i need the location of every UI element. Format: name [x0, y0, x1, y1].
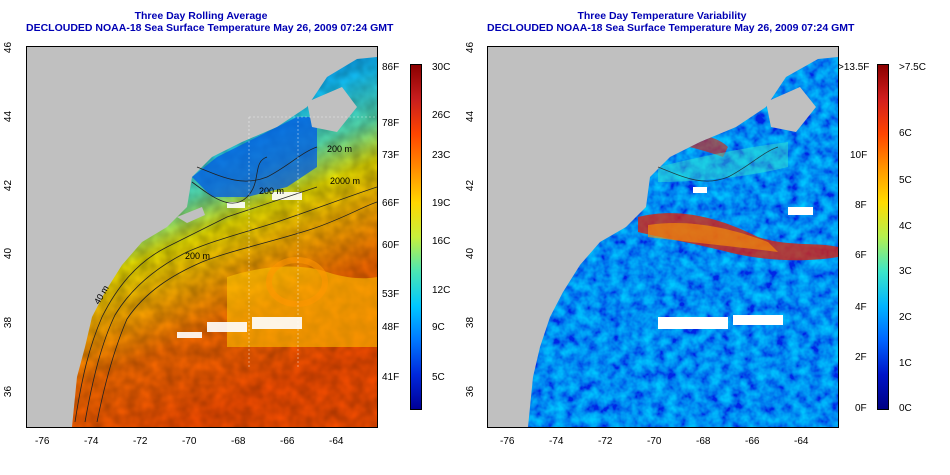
left-y-tick: 38	[3, 316, 15, 329]
left-panel-title-line2: DECLOUDED NOAA-18 Sea Surface Temperatur…	[26, 22, 394, 34]
right-panel-title-line1: Three Day Temperature Variability	[577, 10, 747, 22]
right-x-tick: -64	[794, 436, 809, 447]
right-x-tick: -70	[647, 436, 662, 447]
contour-label-200m-a: 200 m	[327, 144, 352, 154]
left-cb-c-label: 30C	[432, 62, 451, 73]
right-x-tick: -68	[696, 436, 711, 447]
right-cb-f-label: 6F	[855, 250, 867, 261]
left-x-tick: -68	[231, 436, 246, 447]
right-cb-c-label: >7.5C	[899, 62, 926, 73]
left-cb-c-label: 26C	[432, 110, 451, 121]
right-y-tick: 36	[465, 385, 477, 398]
left-cb-c-label: 12C	[432, 285, 451, 296]
left-cb-f-label: 53F	[382, 289, 400, 300]
right-y-tick: 40	[465, 247, 477, 260]
right-cb-f-label: >13.5F	[838, 62, 870, 73]
right-cb-c-label: 3C	[899, 266, 912, 277]
right-cb-c-label: 0C	[899, 403, 912, 414]
left-x-tick: -64	[329, 436, 344, 447]
right-cb-f-label: 4F	[855, 302, 867, 313]
right-variability-map	[487, 46, 839, 428]
left-cb-f-label: 60F	[382, 240, 400, 251]
contour-label-2000m: 2000 m	[330, 176, 360, 186]
left-sst-map: 200 m 2000 m 200 m 40 m 200 m	[26, 46, 378, 428]
right-colorbar	[877, 64, 889, 410]
right-y-tick: 38	[465, 316, 477, 329]
cloud-patches	[177, 192, 302, 338]
contour-label-200m-c: 200 m	[259, 186, 284, 196]
right-x-tick: -66	[745, 436, 760, 447]
left-y-tick: 40	[3, 247, 15, 260]
right-cb-c-label: 5C	[899, 175, 912, 186]
right-cb-c-label: 1C	[899, 358, 912, 369]
left-cb-c-label: 23C	[432, 150, 451, 161]
right-cb-f-label: 8F	[855, 200, 867, 211]
right-y-tick: 44	[465, 110, 477, 123]
left-cb-c-label: 9C	[432, 322, 445, 333]
left-x-tick: -66	[280, 436, 295, 447]
bathymetry-contours	[74, 146, 377, 423]
right-cb-c-label: 6C	[899, 128, 912, 139]
left-cb-c-label: 16C	[432, 236, 451, 247]
left-cb-f-label: 78F	[382, 118, 400, 129]
right-y-tick: 46	[465, 41, 477, 54]
left-x-tick: -70	[182, 436, 197, 447]
right-cb-c-label: 4C	[899, 221, 912, 232]
left-cb-c-label: 5C	[432, 372, 445, 383]
right-x-tick: -72	[598, 436, 613, 447]
right-x-tick: -74	[549, 436, 564, 447]
right-panel-title-line2: DECLOUDED NOAA-18 Sea Surface Temperatur…	[487, 22, 855, 34]
left-x-tick: -76	[35, 436, 50, 447]
left-colorbar	[410, 64, 422, 410]
left-cb-f-label: 86F	[382, 62, 400, 73]
left-cb-f-label: 41F	[382, 372, 400, 383]
left-cb-c-label: 19C	[432, 198, 451, 209]
left-cb-f-label: 48F	[382, 322, 400, 333]
left-y-tick: 36	[3, 385, 15, 398]
right-cb-f-label: 10F	[850, 150, 868, 161]
left-y-tick: 44	[3, 110, 15, 123]
right-cb-f-label: 0F	[855, 403, 867, 414]
left-x-tick: -74	[84, 436, 99, 447]
left-panel-title-line1: Three Day Rolling Average	[134, 10, 268, 22]
right-x-tick: -76	[500, 436, 515, 447]
right-cb-c-label: 2C	[899, 312, 912, 323]
left-cb-f-label: 66F	[382, 198, 400, 209]
left-cb-f-label: 73F	[382, 150, 400, 161]
left-x-tick: -72	[133, 436, 148, 447]
right-y-tick: 42	[465, 179, 477, 192]
left-y-tick: 42	[3, 179, 15, 192]
left-y-tick: 46	[3, 41, 15, 54]
right-cb-f-label: 2F	[855, 352, 867, 363]
contour-label-200m-b: 200 m	[185, 251, 210, 261]
